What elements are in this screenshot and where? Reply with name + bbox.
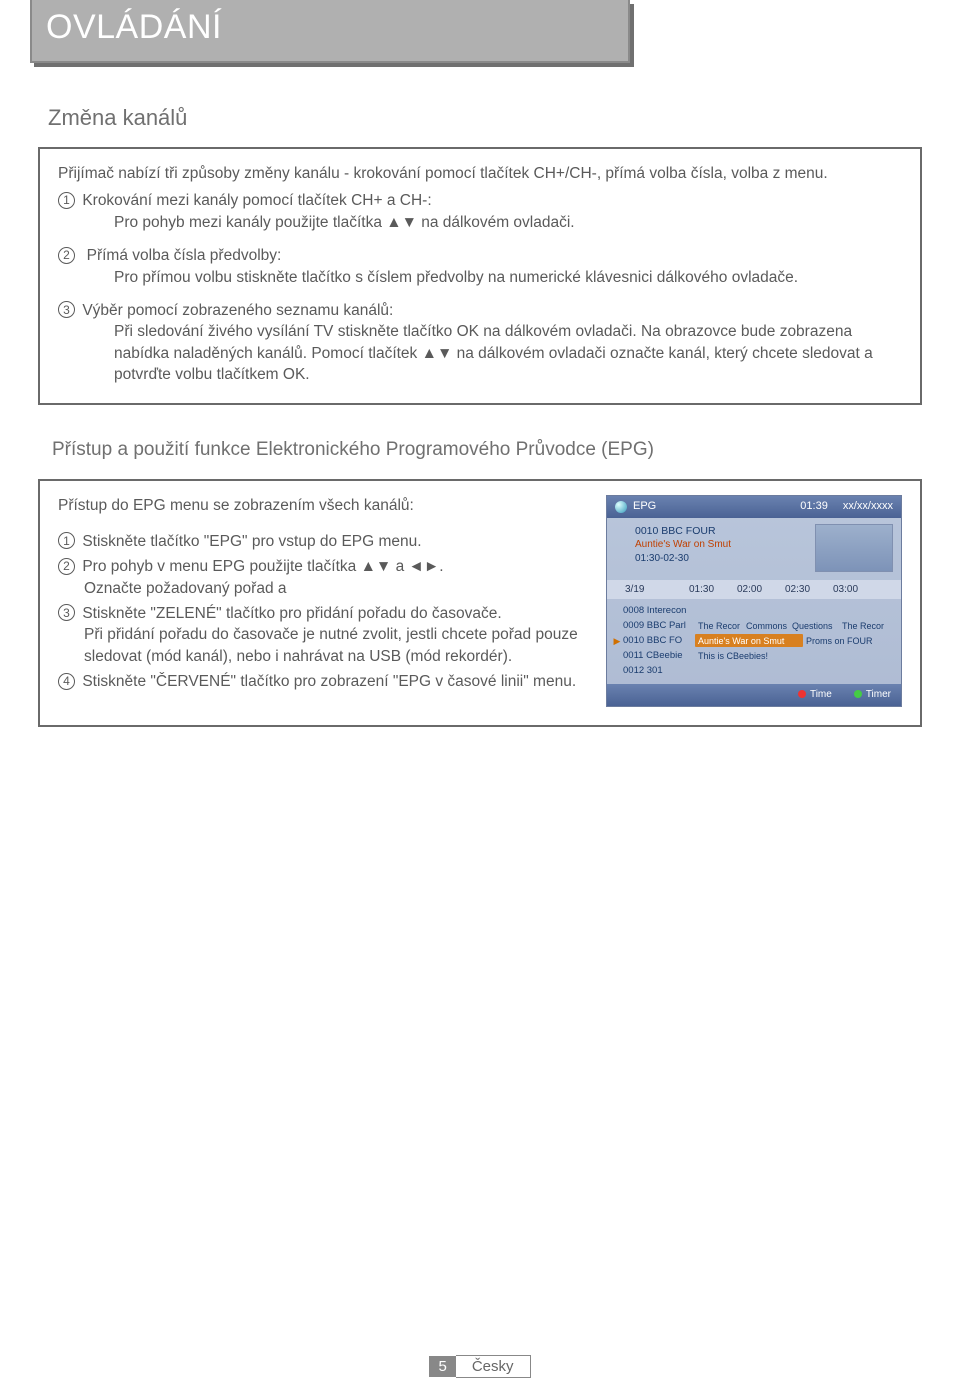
epg-program-cell: The Recor (839, 619, 887, 632)
epg-channel-label: 0011 CBeebie (623, 649, 695, 662)
epg-instructions: Přístup do EPG menu se zobrazením všech … (58, 495, 586, 696)
circled-2: 2 (58, 247, 75, 264)
page-title: OVLÁDÁNÍ (46, 8, 614, 47)
epg-timebar: 3/19 01:30 02:00 02:30 03:00 (607, 580, 901, 600)
item2-head: Přímá volba čísla předvolby: (87, 247, 282, 264)
epg-grid: 0008 Interecon0009 BBC ParlThe RecorComm… (607, 599, 901, 684)
step3b: Při přidání pořadu do časovače je nutné … (84, 624, 586, 667)
epg-footer-time: Time (798, 688, 832, 702)
section1-title: Změna kanálů (48, 105, 922, 131)
epg-topbar: EPG 01:39 xx/xx/xxxx (607, 496, 901, 517)
epg-clock: 01:39 (800, 499, 828, 514)
epg-footer: Time Timer (607, 684, 901, 706)
section1-item3: 3 Výběr pomocí zobrazeného seznamu kanál… (58, 300, 902, 386)
epg-program-cell: Proms on FOUR (803, 634, 887, 647)
epg-channel-label: 0009 BBC Parl (623, 619, 695, 632)
page-number: 5 (429, 1356, 455, 1377)
play-icon: ▶ (611, 635, 623, 647)
red-dot-icon (798, 690, 806, 698)
circled-3b: 3 (58, 604, 75, 621)
circled-1: 1 (58, 192, 75, 209)
section1-intro: Přijímač nabízí tři způsoby změny kanálu… (58, 163, 902, 184)
item3-body: Při sledování živého vysílání TV stiskně… (114, 321, 902, 385)
epg-t3: 02:30 (785, 583, 833, 597)
step2b: Označte požadovaný pořad a (84, 578, 586, 599)
section2-title: Přístup a použití funkce Elektronického … (52, 439, 922, 461)
epg-current-prog: Auntie's War on Smut (635, 538, 809, 552)
page-header: OVLÁDÁNÍ (30, 0, 630, 63)
circled-1b: 1 (58, 532, 75, 549)
section1-item1: 1 Krokování mezi kanály pomocí tlačítek … (58, 190, 902, 233)
epg-program-cell: This is CBeebies! (695, 649, 885, 662)
epg-t4: 03:00 (833, 583, 881, 597)
epg-grid-row: 0008 Interecon (611, 603, 897, 618)
epg-grid-row: 0011 CBeebieThis is CBeebies! (611, 648, 897, 663)
epg-channel-label: 0008 Interecon (623, 604, 695, 617)
epg-screenshot: EPG 01:39 xx/xx/xxxx 0010 BBC FOUR Aunti… (606, 495, 902, 707)
step3a: Stiskněte "ZELENÉ" tlačítko pro přidání … (82, 605, 501, 622)
section1-item2: 2 Přímá volba čísla předvolby: Pro přímo… (58, 245, 902, 288)
step1: Stiskněte tlačítko "EPG" pro vstup do EP… (82, 533, 421, 550)
epg-t1: 01:30 (689, 583, 737, 597)
item1-head: Krokování mezi kanály pomocí tlačítek CH… (82, 192, 431, 209)
epg-grid-row: 0012 301 (611, 663, 897, 678)
section1-box: Přijímač nabízí tři způsoby změny kanálu… (38, 147, 922, 405)
epg-day: 3/19 (625, 583, 689, 597)
epg-footer-timer: Timer (854, 688, 891, 702)
epg-program-cell: The Recor (695, 619, 743, 632)
step4: Stiskněte "ČERVENÉ" tlačítko pro zobraze… (82, 673, 576, 690)
item1-body: Pro pohyb mezi kanály použijte tlačítka … (114, 212, 902, 233)
page-language: Česky (456, 1355, 531, 1378)
circled-4b: 4 (58, 673, 75, 690)
epg-current-channel: 0010 BBC FOUR (635, 524, 809, 538)
epg-label: EPG (633, 499, 656, 514)
item2-body: Pro přímou volbu stiskněte tlačítko s čí… (114, 267, 902, 288)
epg-thumbnail (815, 524, 893, 572)
epg-date: xx/xx/xxxx (843, 499, 893, 514)
epg-current-time: 01:30-02-30 (635, 552, 809, 566)
epg-channel-label: 0010 BBC FO (623, 634, 695, 647)
epg-program-cell: Auntie's War on Smut (695, 634, 803, 647)
epg-info: 0010 BBC FOUR Auntie's War on Smut 01:30… (607, 518, 901, 580)
circled-2b: 2 (58, 558, 75, 575)
epg-channel-label: 0012 301 (623, 664, 695, 677)
epg-grid-row: ▶0010 BBC FOAuntie's War on SmutProms on… (611, 633, 897, 648)
section2-box: Přístup do EPG menu se zobrazením všech … (38, 479, 922, 727)
page-footer: 5 Česky (0, 1355, 960, 1378)
circled-3: 3 (58, 301, 75, 318)
epg-program-cell: Commons (743, 619, 789, 632)
epg-t2: 02:00 (737, 583, 785, 597)
epg-program-cell: Questions (789, 619, 839, 632)
section2-subtitle: Přístup do EPG menu se zobrazením všech … (58, 495, 586, 516)
step2a: Pro pohyb v menu EPG použijte tlačítka ▲… (82, 558, 443, 575)
green-dot-icon (854, 690, 862, 698)
globe-icon (615, 501, 627, 513)
item3-head: Výběr pomocí zobrazeného seznamu kanálů: (82, 302, 393, 319)
epg-grid-row: 0009 BBC ParlThe RecorCommonsQuestionsTh… (611, 618, 897, 633)
